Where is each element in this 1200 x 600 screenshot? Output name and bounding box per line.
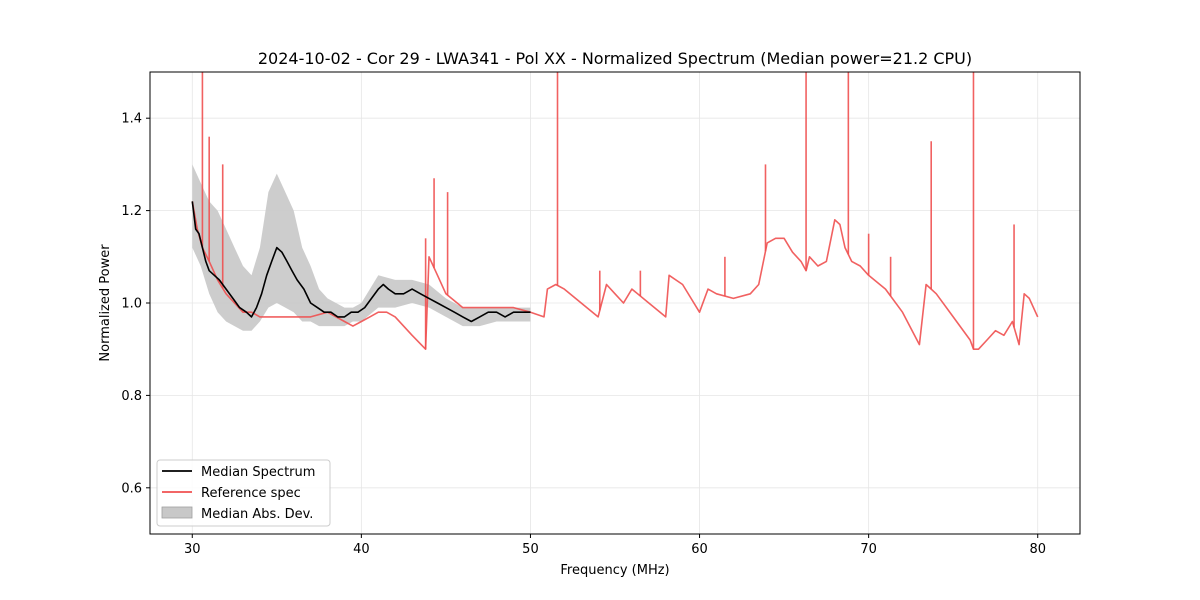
legend-label-median-abs-dev: Median Abs. Dev.	[201, 507, 313, 522]
chart-legend: Median Spectrum Reference spec Median Ab…	[156, 459, 331, 527]
median-abs-dev-area	[192, 164, 531, 331]
x-axis-label: Frequency (MHz)	[560, 563, 669, 578]
series-line-median-spectrum	[191, 201, 531, 323]
y-tick-label: 1.4	[121, 112, 142, 127]
y-axis-label: Normalized Power	[98, 244, 113, 362]
y-tick-label: 1.0	[121, 297, 142, 312]
legend-frame	[156, 459, 331, 527]
legend-label-reference-spec: Reference spec	[201, 486, 301, 501]
legend-label-median-spectrum: Median Spectrum	[201, 465, 315, 480]
x-tick-label: 80	[1029, 542, 1046, 557]
x-tick-label: 60	[691, 542, 708, 557]
median-abs-dev-band	[192, 164, 531, 331]
y-tick-label: 0.6	[121, 481, 142, 496]
y-tick-label: 1.2	[121, 204, 142, 219]
chart-title: 2024-10-02 - Cor 29 - LWA341 - Pol XX - …	[258, 49, 972, 68]
series-layer	[191, 72, 1039, 351]
y-axis-ticks: 0.6 0.8 1.0 1.2 1.4	[121, 112, 150, 496]
x-axis-ticks: 30 40 50 60 70 80	[184, 534, 1046, 557]
x-tick-label: 50	[522, 542, 539, 557]
legend-swatch-median-abs-dev	[161, 506, 193, 519]
series-line-reference-spec	[191, 201, 1039, 351]
x-tick-label: 30	[184, 542, 201, 557]
x-tick-label: 40	[353, 542, 370, 557]
y-tick-label: 0.8	[121, 389, 142, 404]
x-tick-label: 70	[860, 542, 877, 557]
